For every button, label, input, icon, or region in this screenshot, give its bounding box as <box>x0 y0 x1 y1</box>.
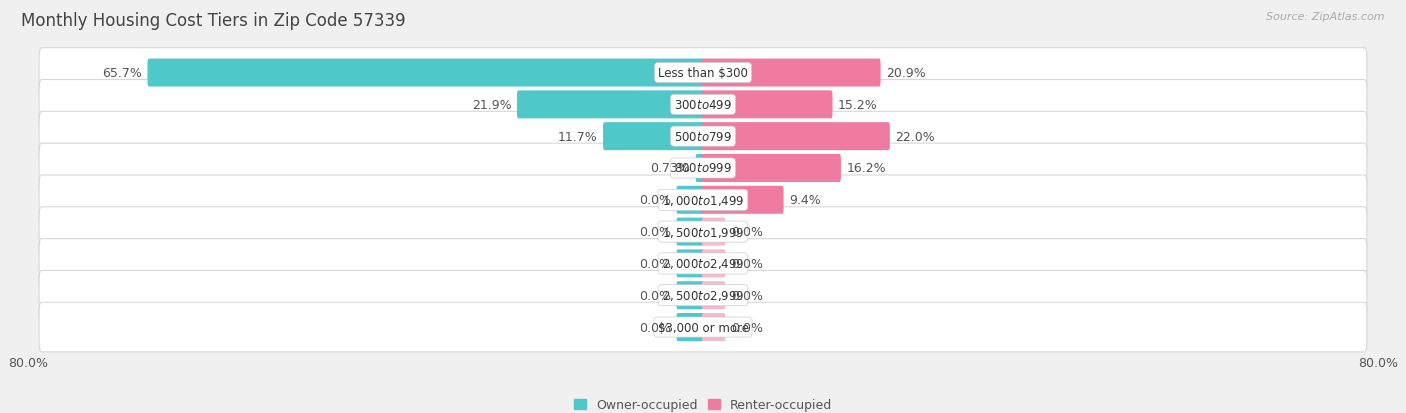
Text: $2,500 to $2,999: $2,500 to $2,999 <box>662 289 744 302</box>
FancyBboxPatch shape <box>39 271 1367 320</box>
FancyBboxPatch shape <box>702 186 783 214</box>
FancyBboxPatch shape <box>676 250 704 278</box>
Text: 0.0%: 0.0% <box>638 321 671 334</box>
Legend: Owner-occupied, Renter-occupied: Owner-occupied, Renter-occupied <box>574 398 832 411</box>
FancyBboxPatch shape <box>39 49 1367 98</box>
Text: 22.0%: 22.0% <box>896 131 935 143</box>
FancyBboxPatch shape <box>517 91 704 119</box>
Text: 16.2%: 16.2% <box>846 162 886 175</box>
Text: Monthly Housing Cost Tiers in Zip Code 57339: Monthly Housing Cost Tiers in Zip Code 5… <box>21 12 406 30</box>
FancyBboxPatch shape <box>702 59 880 87</box>
Text: 0.0%: 0.0% <box>731 289 763 302</box>
Text: 11.7%: 11.7% <box>558 131 598 143</box>
FancyBboxPatch shape <box>148 59 704 87</box>
Text: 9.4%: 9.4% <box>789 194 821 207</box>
Text: 0.0%: 0.0% <box>638 194 671 207</box>
FancyBboxPatch shape <box>39 176 1367 225</box>
FancyBboxPatch shape <box>696 154 704 183</box>
Text: 0.0%: 0.0% <box>731 321 763 334</box>
Text: $800 to $999: $800 to $999 <box>673 162 733 175</box>
FancyBboxPatch shape <box>676 218 704 246</box>
Text: 0.0%: 0.0% <box>638 257 671 270</box>
Text: 0.0%: 0.0% <box>638 289 671 302</box>
FancyBboxPatch shape <box>702 91 832 119</box>
FancyBboxPatch shape <box>603 123 704 151</box>
Text: $2,000 to $2,499: $2,000 to $2,499 <box>662 257 744 271</box>
FancyBboxPatch shape <box>39 81 1367 130</box>
FancyBboxPatch shape <box>39 207 1367 257</box>
Text: $300 to $499: $300 to $499 <box>673 99 733 112</box>
Text: 0.73%: 0.73% <box>650 162 690 175</box>
FancyBboxPatch shape <box>39 302 1367 352</box>
FancyBboxPatch shape <box>676 186 704 214</box>
Text: 0.0%: 0.0% <box>731 257 763 270</box>
FancyBboxPatch shape <box>702 123 890 151</box>
Text: 65.7%: 65.7% <box>103 67 142 80</box>
Text: Less than $300: Less than $300 <box>658 67 748 80</box>
FancyBboxPatch shape <box>702 282 725 309</box>
FancyBboxPatch shape <box>676 282 704 309</box>
FancyBboxPatch shape <box>676 313 704 341</box>
Text: $1,500 to $1,999: $1,500 to $1,999 <box>662 225 744 239</box>
Text: 20.9%: 20.9% <box>886 67 925 80</box>
Text: $500 to $799: $500 to $799 <box>673 131 733 143</box>
FancyBboxPatch shape <box>39 112 1367 161</box>
FancyBboxPatch shape <box>702 250 725 278</box>
Text: Source: ZipAtlas.com: Source: ZipAtlas.com <box>1267 12 1385 22</box>
Text: $1,000 to $1,499: $1,000 to $1,499 <box>662 193 744 207</box>
Text: 21.9%: 21.9% <box>472 99 512 112</box>
FancyBboxPatch shape <box>39 144 1367 193</box>
Text: 0.0%: 0.0% <box>638 225 671 239</box>
Text: 0.0%: 0.0% <box>731 225 763 239</box>
Text: $3,000 or more: $3,000 or more <box>658 321 748 334</box>
Text: 15.2%: 15.2% <box>838 99 877 112</box>
FancyBboxPatch shape <box>702 154 841 183</box>
FancyBboxPatch shape <box>702 218 725 246</box>
FancyBboxPatch shape <box>702 313 725 341</box>
FancyBboxPatch shape <box>39 239 1367 289</box>
